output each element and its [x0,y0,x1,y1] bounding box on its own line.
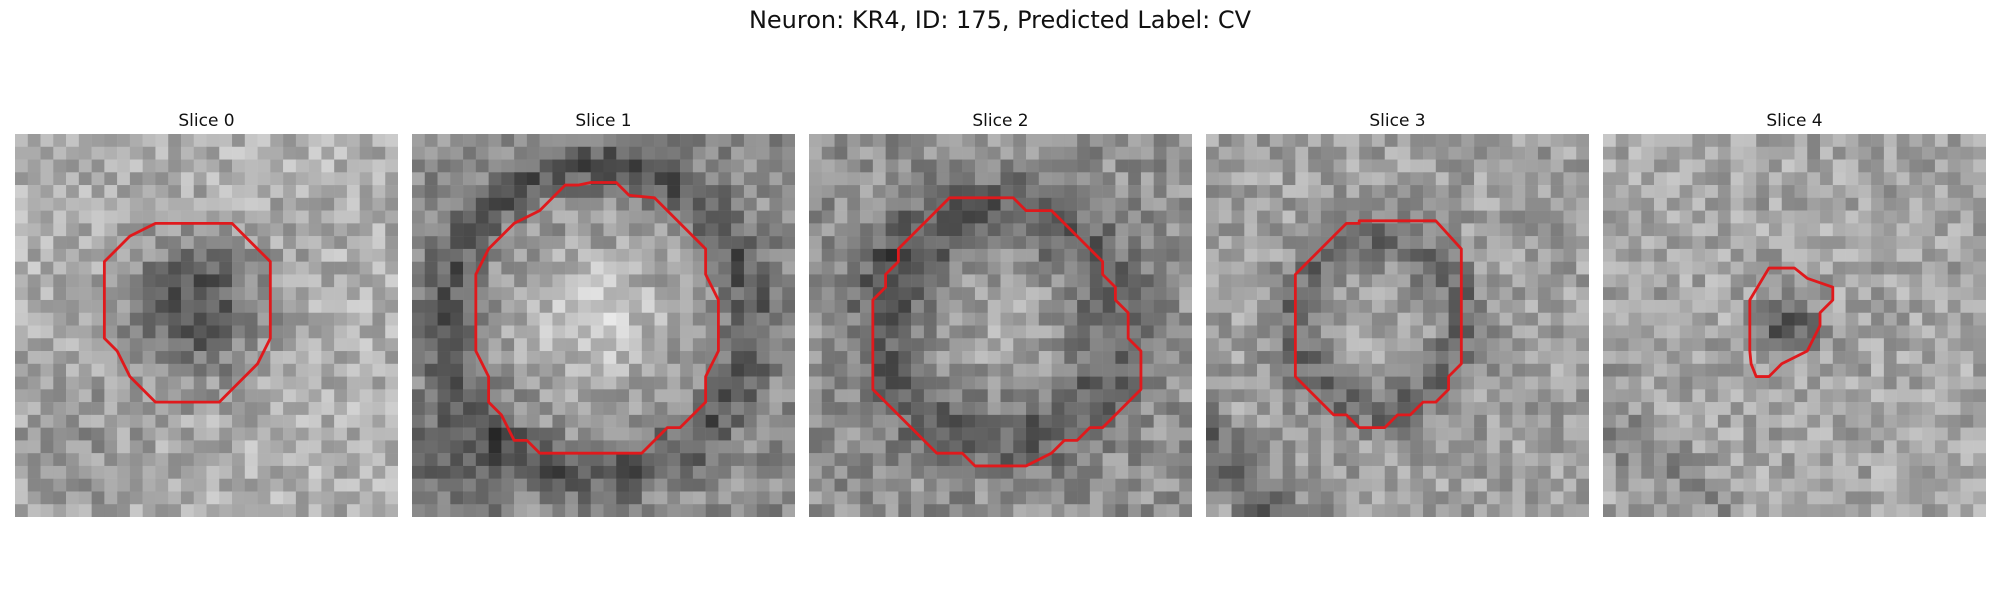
slice-image [15,134,398,517]
roi-outline [102,221,272,404]
slice-image [809,134,1192,517]
slice-panel-3: Slice 3 [1206,108,1589,517]
slice-image [1206,134,1589,517]
roi-outline [474,181,720,455]
slice-title: Slice 4 [1766,111,1823,131]
slice-image [412,134,795,517]
figure-title: Neuron: KR4, ID: 175, Predicted Label: C… [748,6,1252,34]
slice-title: Slice 1 [575,111,632,131]
slice-panel-1: Slice 1 [412,108,795,517]
slice-panel-2: Slice 2 [809,108,1192,517]
slice-panel-4: Slice 4 [1603,108,1986,517]
slice-title: Slice 2 [972,111,1029,131]
slice-image [1603,134,1986,517]
roi-outline [1293,219,1463,430]
slice-title: Slice 3 [1369,111,1426,131]
roi-outline [1748,266,1835,378]
slice-title: Slice 0 [178,111,235,131]
roi-outline [871,196,1143,468]
slice-panel-0: Slice 0 [15,108,398,517]
